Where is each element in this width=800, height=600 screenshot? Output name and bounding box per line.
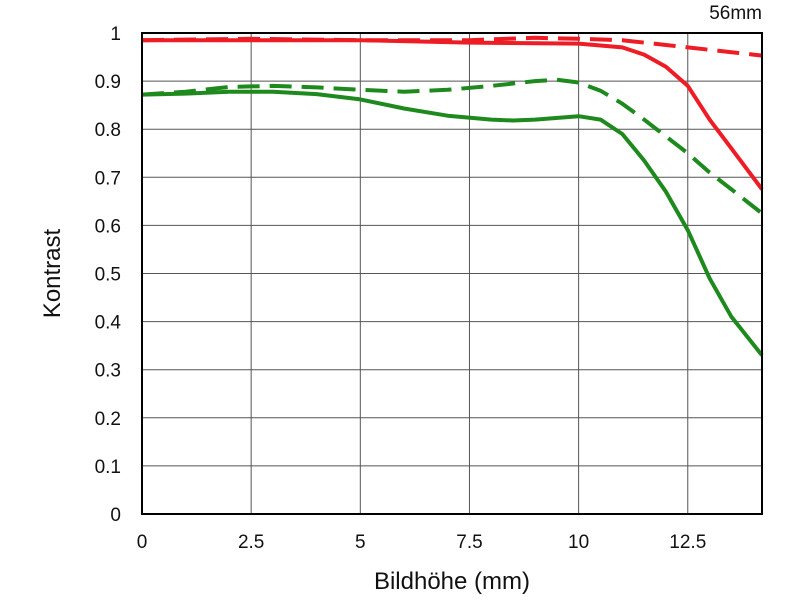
y-tick-label-4: 0.4	[95, 313, 122, 334]
x-tick-label-0: 0	[137, 532, 148, 553]
series-line-2	[141, 89, 764, 357]
y-tick-labels: 0 0.1 0.2 0.3 0.4 0.5 0.6 0.7 0.8 0.9 1	[95, 24, 122, 526]
y-tick-label-0: 0	[110, 505, 121, 526]
series-line-3	[141, 77, 764, 215]
series-line-1	[141, 35, 763, 58]
grid	[142, 33, 762, 514]
x-tick-label-5: 12.5	[669, 532, 706, 553]
y-tick-label-5: 0.5	[95, 265, 121, 286]
x-tick-label-3: 7.5	[456, 532, 482, 553]
x-axis-title: Bildhöhe (mm)	[374, 568, 530, 595]
y-tick-label-1: 0.1	[95, 457, 121, 478]
y-tick-label-2: 0.2	[95, 409, 121, 430]
series-lines	[141, 35, 764, 357]
y-tick-label-8: 0.8	[95, 120, 121, 141]
y-tick-label-7: 0.7	[95, 168, 121, 189]
y-tick-label-6: 0.6	[95, 216, 121, 237]
chart-title: 56mm	[709, 3, 762, 24]
y-tick-label-3: 0.3	[95, 361, 121, 382]
x-tick-label-2: 5	[355, 532, 366, 553]
plot-frame	[141, 32, 763, 515]
y-tick-label-9: 0.9	[95, 72, 121, 93]
y-axis-title: Kontrast	[39, 228, 66, 318]
y-tick-label-10: 1	[110, 24, 121, 45]
x-tick-label-4: 10	[568, 532, 589, 553]
x-tick-labels: 0 2.5 5 7.5 10 12.5	[137, 532, 707, 553]
x-tick-label-1: 2.5	[238, 532, 264, 553]
